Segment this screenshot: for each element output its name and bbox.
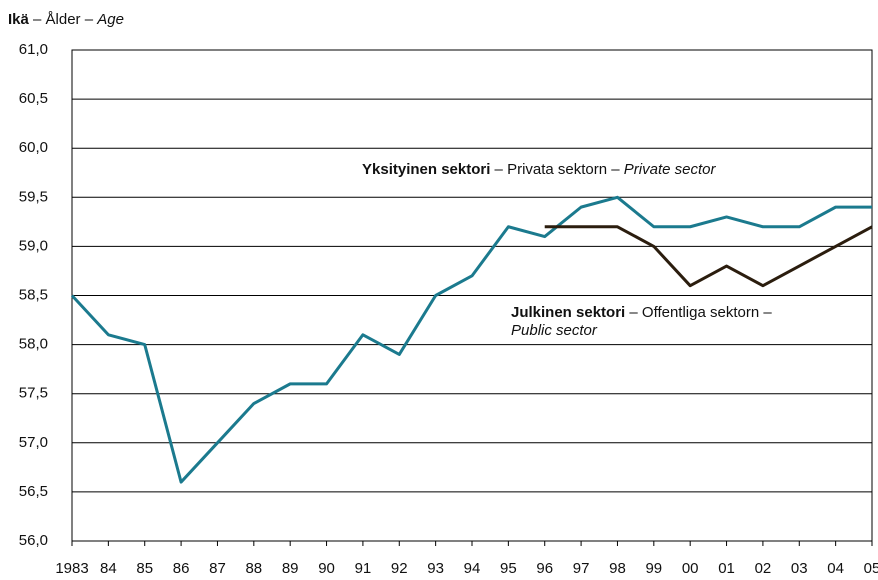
x-tick-label: 95	[500, 560, 517, 577]
y-tick-label: 61,0	[19, 41, 48, 58]
y-tick-label: 56,0	[19, 532, 48, 549]
y-axis-label: Ikä – Ålder – Age	[8, 11, 124, 28]
label-part: Yksityinen sektori	[362, 161, 490, 178]
x-tick-label: 94	[464, 560, 481, 577]
y-tick-label: 57,5	[19, 385, 48, 402]
series-label: Yksityinen sektori – Privata sektorn – P…	[362, 161, 717, 178]
x-tick-label: 92	[391, 560, 408, 577]
x-tick-label: 97	[573, 560, 590, 577]
y-tick-label: 59,5	[19, 188, 48, 205]
x-tick-label: 85	[136, 560, 153, 577]
x-tick-label: 04	[827, 560, 844, 577]
series-line	[70, 195, 872, 484]
label-part: Age	[96, 11, 124, 28]
y-tick-label: 58,5	[19, 286, 48, 303]
y-tick-label: 56,5	[19, 483, 48, 500]
x-tick-label: 89	[282, 560, 299, 577]
x-tick-label: 96	[536, 560, 553, 577]
y-tick-label: 60,5	[19, 90, 48, 107]
label-part: – Privata sektorn –	[490, 161, 623, 178]
label-part: Julkinen sektori	[511, 304, 625, 321]
series-label: Julkinen sektori – Offentliga sektorn – …	[511, 304, 776, 339]
x-tick-label: 90	[318, 560, 335, 577]
x-tick-label: 01	[718, 560, 735, 577]
y-tick-label: 60,0	[19, 139, 48, 156]
x-tick-label: 02	[755, 560, 772, 577]
x-tick-label: 98	[609, 560, 626, 577]
label-part: Private sector	[624, 161, 717, 178]
y-tick-label: 59,0	[19, 237, 48, 254]
x-tick-label: 1983	[55, 560, 88, 577]
y-tick-label: 58,0	[19, 336, 48, 353]
x-tick-label: 93	[427, 560, 444, 577]
label-part: Ikä	[8, 11, 30, 28]
x-tick-label: 88	[245, 560, 262, 577]
series-line	[544, 225, 873, 288]
label-part: – Offentliga sektorn –	[625, 304, 776, 321]
x-tick-label: 00	[682, 560, 699, 577]
x-tick-label: 84	[100, 560, 117, 577]
x-tick-label: 87	[209, 560, 226, 577]
x-tick-label: 05	[864, 560, 878, 577]
y-tick-label: 57,0	[19, 434, 48, 451]
label-part: – Ålder –	[29, 11, 97, 28]
x-tick-label: 91	[355, 560, 372, 577]
x-tick-label: 86	[173, 560, 190, 577]
label-part: Public sector	[511, 322, 598, 339]
x-tick-label: 03	[791, 560, 808, 577]
x-tick-label: 99	[645, 560, 662, 577]
